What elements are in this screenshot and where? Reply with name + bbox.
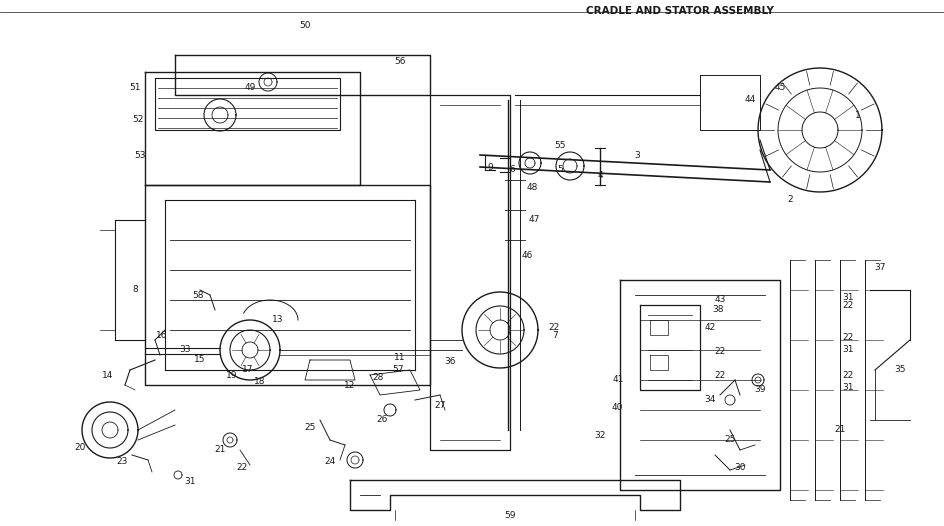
Text: 6: 6 xyxy=(509,166,514,175)
Text: 35: 35 xyxy=(894,366,905,375)
Text: 11: 11 xyxy=(395,353,406,362)
Text: 47: 47 xyxy=(529,216,540,225)
Text: 33: 33 xyxy=(179,346,191,355)
Text: 22: 22 xyxy=(842,300,853,309)
Text: 22: 22 xyxy=(715,348,726,357)
Text: 22: 22 xyxy=(236,463,247,472)
Text: 55: 55 xyxy=(554,140,565,149)
Text: 44: 44 xyxy=(745,96,755,105)
Text: 24: 24 xyxy=(325,458,336,467)
Text: 50: 50 xyxy=(299,21,311,29)
Text: 14: 14 xyxy=(102,370,113,379)
Text: 49: 49 xyxy=(244,84,256,93)
Text: 19: 19 xyxy=(227,370,238,379)
Text: 43: 43 xyxy=(715,296,726,305)
Text: 41: 41 xyxy=(613,376,624,385)
Text: 38: 38 xyxy=(713,306,724,315)
Text: 57: 57 xyxy=(393,366,404,375)
Text: 12: 12 xyxy=(345,380,356,389)
Text: 21: 21 xyxy=(214,446,226,454)
Text: 18: 18 xyxy=(254,378,266,387)
Text: 56: 56 xyxy=(395,57,406,66)
Text: 46: 46 xyxy=(521,250,532,259)
Text: 2: 2 xyxy=(787,196,793,205)
Text: 36: 36 xyxy=(445,358,456,367)
Text: CRADLE AND STATOR ASSEMBLY: CRADLE AND STATOR ASSEMBLY xyxy=(585,6,774,16)
Text: 59: 59 xyxy=(504,511,515,520)
Text: 27: 27 xyxy=(434,400,446,410)
Text: 53: 53 xyxy=(134,150,145,159)
Text: 34: 34 xyxy=(704,396,716,404)
Text: 7: 7 xyxy=(552,330,558,339)
Text: 42: 42 xyxy=(704,323,716,332)
Text: 21: 21 xyxy=(834,426,846,434)
Text: 32: 32 xyxy=(595,430,606,440)
Text: 25: 25 xyxy=(304,423,315,432)
Text: 22: 22 xyxy=(842,333,853,342)
Text: 17: 17 xyxy=(243,366,254,375)
Text: 9: 9 xyxy=(487,164,493,173)
Text: 20: 20 xyxy=(75,443,86,452)
Text: 51: 51 xyxy=(129,84,141,93)
Text: 15: 15 xyxy=(194,356,206,365)
Text: 22: 22 xyxy=(842,370,853,379)
Text: 8: 8 xyxy=(132,286,138,295)
Text: 26: 26 xyxy=(377,416,388,424)
Text: 4: 4 xyxy=(598,170,603,179)
Text: 48: 48 xyxy=(527,184,538,193)
Text: 25: 25 xyxy=(724,436,735,444)
Text: 31: 31 xyxy=(842,346,853,355)
Text: 31: 31 xyxy=(842,294,853,302)
Text: 30: 30 xyxy=(734,463,746,472)
Text: 58: 58 xyxy=(193,290,204,299)
Text: 31: 31 xyxy=(842,383,853,392)
Text: 52: 52 xyxy=(132,116,143,125)
Text: 22: 22 xyxy=(548,323,560,332)
Text: 37: 37 xyxy=(874,264,885,272)
Text: 23: 23 xyxy=(116,458,127,467)
Text: 13: 13 xyxy=(272,316,284,325)
Text: 22: 22 xyxy=(715,370,726,379)
Text: 3: 3 xyxy=(634,150,640,159)
Text: 16: 16 xyxy=(157,330,168,339)
Text: 40: 40 xyxy=(612,403,623,412)
Text: 39: 39 xyxy=(754,386,766,394)
Text: 45: 45 xyxy=(774,84,785,93)
Text: 31: 31 xyxy=(184,478,195,487)
Text: 5: 5 xyxy=(557,166,563,175)
Text: 28: 28 xyxy=(372,373,383,382)
Text: 1: 1 xyxy=(855,110,861,119)
